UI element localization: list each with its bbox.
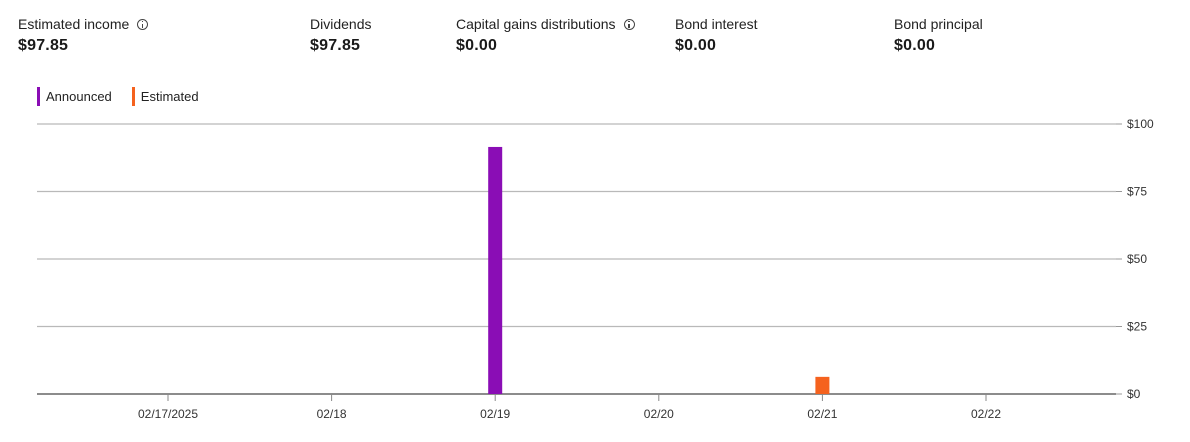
legend-label-announced: Announced bbox=[46, 89, 112, 104]
bond-interest-label: Bond interest bbox=[675, 16, 758, 32]
dividends-label: Dividends bbox=[310, 16, 372, 32]
estimated-income-label: Estimated income bbox=[18, 16, 130, 32]
estimated-income-summary: Estimated income $97.85 bbox=[18, 16, 149, 55]
dividends-summary: Dividends $97.85 bbox=[310, 16, 371, 55]
bond-interest-summary: Bond interest $0.00 bbox=[675, 16, 758, 55]
y-tick-label: $0 bbox=[1127, 387, 1141, 401]
bar-announced-2 bbox=[488, 146, 503, 394]
y-tick-label: $25 bbox=[1127, 320, 1147, 334]
x-tick-label: 02/20 bbox=[644, 407, 674, 421]
bond-principal-value: $0.00 bbox=[894, 37, 936, 54]
estimated-swatch bbox=[131, 87, 135, 106]
capital-gains-value: $0.00 bbox=[456, 37, 498, 54]
chart-legend: Announced Estimated bbox=[37, 87, 199, 106]
estimated-income-value: $97.85 bbox=[18, 37, 69, 54]
dividends-value: $97.85 bbox=[310, 37, 361, 54]
legend-item-estimated[interactable]: Estimated bbox=[131, 87, 199, 106]
legend-label-estimated: Estimated bbox=[140, 89, 199, 104]
capital-gains-label: Capital gains distributions bbox=[456, 16, 616, 32]
x-tick-label: 02/17/2025 bbox=[138, 407, 198, 421]
info-icon[interactable] bbox=[137, 18, 149, 30]
capital-gains-summary: Capital gains distributions $0.00 bbox=[456, 16, 635, 55]
bar-estimated-4 bbox=[815, 376, 830, 394]
y-tick-label: $100 bbox=[1127, 117, 1154, 131]
y-tick-label: $75 bbox=[1127, 185, 1147, 199]
legend-item-announced[interactable]: Announced bbox=[37, 87, 112, 106]
bond-principal-label: Bond principal bbox=[894, 16, 983, 32]
x-tick-label: 02/22 bbox=[971, 407, 1001, 421]
announced-swatch bbox=[37, 87, 40, 106]
info-icon[interactable] bbox=[623, 18, 635, 30]
x-tick-label: 02/18 bbox=[317, 407, 347, 421]
y-tick-label: $50 bbox=[1127, 252, 1147, 266]
bond-interest-value: $0.00 bbox=[675, 37, 717, 54]
x-tick-label: 02/21 bbox=[807, 407, 837, 421]
x-tick-label: 02/19 bbox=[480, 407, 510, 421]
bond-principal-summary: Bond principal $0.00 bbox=[894, 16, 983, 55]
